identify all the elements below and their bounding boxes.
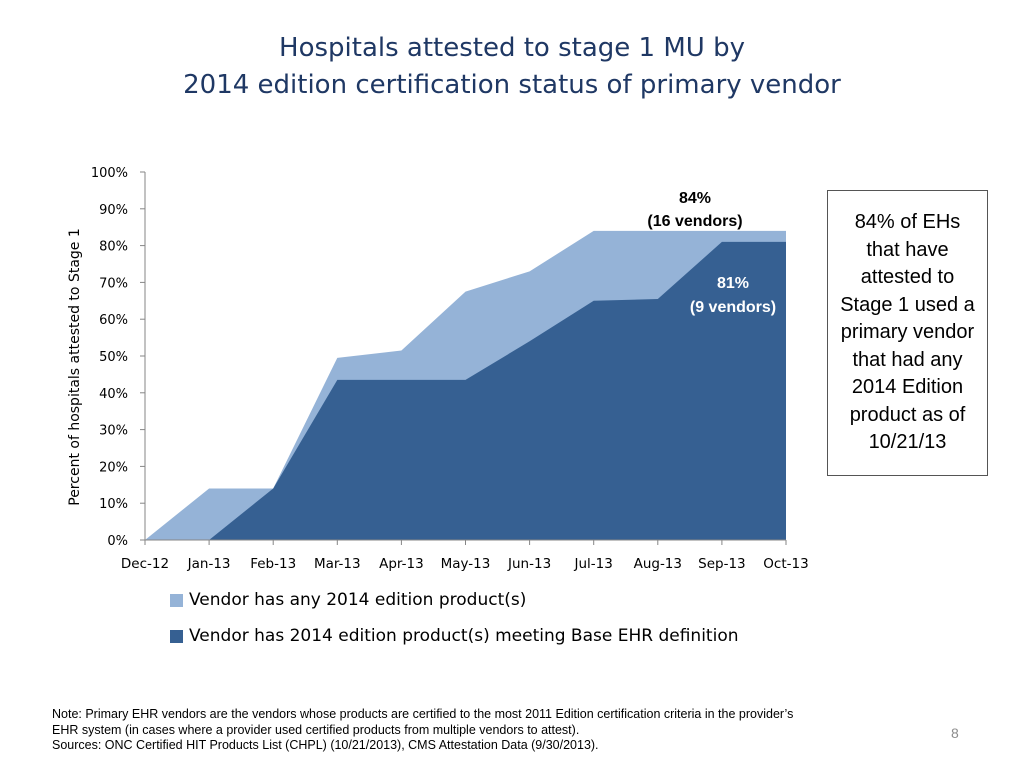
y-tick-label: 80% [99,240,128,255]
x-tick-label: Dec-12 [121,556,169,572]
footnote: Note: Primary EHR vendors are the vendor… [52,707,912,754]
slide-title-line1: Hospitals attested to stage 1 MU by [279,33,745,63]
x-tick-label: Jul-13 [574,556,613,572]
slide-title: Hospitals attested to stage 1 MU by 2014… [0,30,1024,104]
y-tick-label: 0% [107,534,128,549]
x-tick-label: Feb-13 [250,556,296,572]
legend-label: Vendor has any 2014 edition product(s) [189,590,527,610]
legend-label: Vendor has 2014 edition product(s) meeti… [189,626,739,646]
x-tick-label: Mar-13 [314,556,361,572]
footnote-line2: EHR system (in cases where a provider us… [52,722,580,737]
y-tick-label: 50% [99,350,128,365]
annotation-value: 81% [717,275,749,292]
x-tick-label: Jan-13 [187,556,231,572]
chart-labels: 84% (16 vendors) 81% (9 vendors) [647,190,776,316]
x-tick-label: Apr-13 [379,556,424,572]
annotation-vendors: (9 vendors) [690,299,776,316]
y-tick-label: 40% [99,387,128,402]
x-tick-label: May-13 [441,556,491,572]
annotation-value: 84% [679,190,711,207]
page-number: 8 [951,725,959,741]
chart-areas [145,230,786,541]
y-tick-label: 30% [99,424,128,439]
area-series-2 [145,241,786,541]
y-axis-title: Percent of hospitals attested to Stage 1 [67,228,83,506]
y-tick-label: 100% [91,166,128,181]
y-tick-label: 60% [99,313,128,328]
callout-text: 84% of EHs that have attested to Stage 1… [840,211,975,454]
y-tick-label: 20% [99,460,128,475]
legend-swatch [170,593,183,607]
callout-box: 84% of EHs that have attested to Stage 1… [827,190,988,476]
footnote-line3: Sources: ONC Certified HIT Products List… [52,738,599,752]
legend-item-2: Vendor has 2014 edition product(s) meeti… [170,626,739,646]
x-tick-label: Aug-13 [634,556,682,572]
legend-item-1: Vendor has any 2014 edition product(s) [170,590,526,610]
x-tick-label: Jun-13 [507,556,551,572]
footnote-line1: Note: Primary EHR vendors are the vendor… [52,707,794,721]
x-tick-label: Oct-13 [763,556,808,572]
annotation-vendors: (16 vendors) [647,213,742,230]
y-tick-label: 10% [99,497,128,512]
x-tick-label: Sep-13 [698,556,746,572]
area-chart: 0% 10% 20% 30% 40% 50% 60% 70% 80% 90% 100% Dec-12 J… [67,166,809,572]
slide-title-line2: 2014 edition certification status of pri… [183,70,841,100]
chart-axes: 0% 10% 20% 30% 40% 50% 60% 70% 80% 90% 100% Dec-12 J… [67,166,809,572]
y-tick-label: 70% [99,276,128,291]
legend-swatch [170,629,183,643]
y-tick-label: 90% [99,203,128,218]
